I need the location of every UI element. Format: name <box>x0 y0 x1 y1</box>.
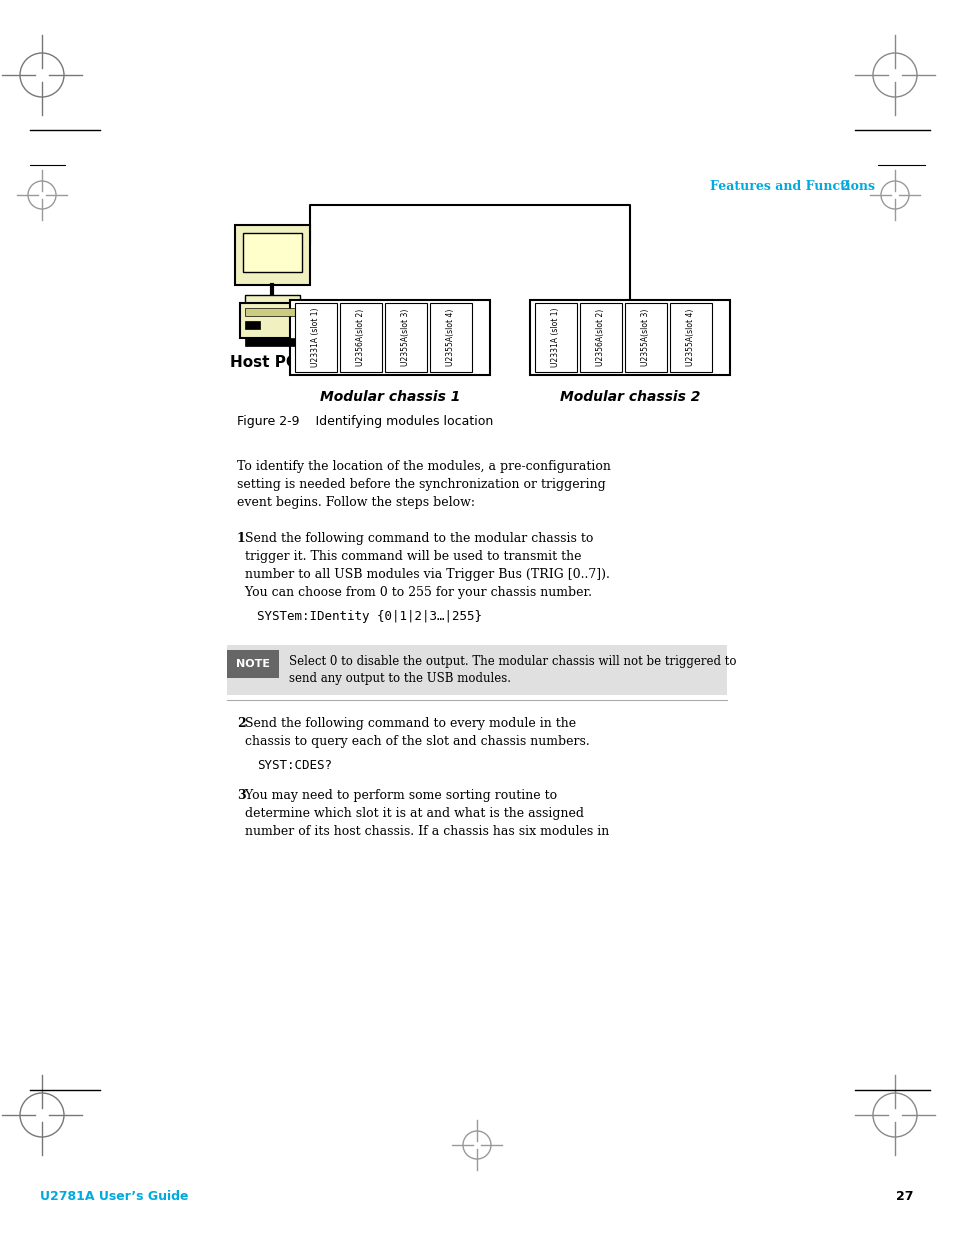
Text: 2: 2 <box>840 180 848 193</box>
Bar <box>227 650 278 678</box>
Bar <box>530 300 729 375</box>
Bar <box>240 303 305 338</box>
Bar <box>430 303 472 372</box>
Text: NOTE: NOTE <box>235 659 270 669</box>
Bar <box>669 303 711 372</box>
Text: 3: 3 <box>236 789 245 802</box>
Text: Send the following command to the modular chassis to
  trigger it. This command : Send the following command to the modula… <box>236 532 609 599</box>
Bar <box>535 303 577 372</box>
Text: U2331A (slot 1): U2331A (slot 1) <box>551 308 560 367</box>
Text: U2355A(slot 4): U2355A(slot 4) <box>446 309 455 367</box>
Text: Host PC: Host PC <box>230 354 296 370</box>
Text: U2356A(slot 2): U2356A(slot 2) <box>596 309 605 366</box>
Text: U2355A(slot 3): U2355A(slot 3) <box>640 309 650 367</box>
Bar <box>227 645 726 695</box>
Bar <box>290 300 490 375</box>
Text: U2355A(slot 3): U2355A(slot 3) <box>401 309 410 367</box>
Bar <box>245 321 260 329</box>
Text: You may need to perform some sorting routine to
  determine which slot it is at : You may need to perform some sorting rou… <box>236 789 609 839</box>
Bar <box>234 225 310 285</box>
Bar <box>624 303 666 372</box>
Text: 2: 2 <box>236 718 246 730</box>
Text: 27: 27 <box>896 1191 913 1203</box>
Text: U2356A(slot 2): U2356A(slot 2) <box>356 309 365 366</box>
Bar <box>245 338 299 346</box>
Text: Modular chassis 1: Modular chassis 1 <box>319 390 459 404</box>
Text: 1: 1 <box>236 532 246 545</box>
Text: SYST:CDES?: SYST:CDES? <box>256 760 332 772</box>
Text: Features and Functions: Features and Functions <box>709 180 874 193</box>
Bar <box>579 303 621 372</box>
Bar <box>245 308 299 316</box>
Bar <box>385 303 427 372</box>
Text: U2781A User’s Guide: U2781A User’s Guide <box>40 1191 189 1203</box>
Text: Figure 2-9    Identifying modules location: Figure 2-9 Identifying modules location <box>236 415 493 429</box>
Text: SYSTem:IDentity {0|1|2|3…|255}: SYSTem:IDentity {0|1|2|3…|255} <box>256 610 481 622</box>
Text: To identify the location of the modules, a pre-configuration
setting is needed b: To identify the location of the modules,… <box>236 459 610 509</box>
Bar <box>339 303 381 372</box>
Bar <box>245 295 299 303</box>
Text: U2331A (slot 1): U2331A (slot 1) <box>312 308 320 367</box>
Bar <box>243 233 302 272</box>
Text: Modular chassis 2: Modular chassis 2 <box>559 390 700 404</box>
Text: U2355A(slot 4): U2355A(slot 4) <box>686 309 695 367</box>
Text: Select 0 to disable the output. The modular chassis will not be triggered to
sen: Select 0 to disable the output. The modu… <box>289 655 736 685</box>
Bar <box>294 303 336 372</box>
Text: Send the following command to every module in the
  chassis to query each of the: Send the following command to every modu… <box>236 718 589 748</box>
